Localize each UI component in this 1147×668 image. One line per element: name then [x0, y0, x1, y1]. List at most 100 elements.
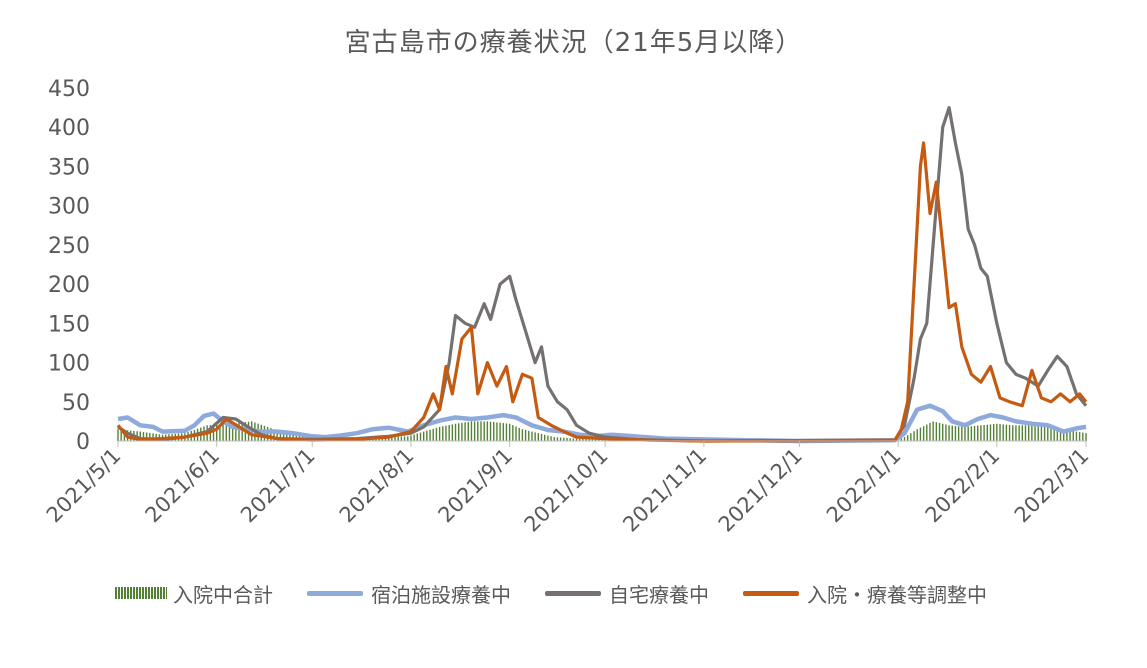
- bar-inpatient: [1059, 429, 1062, 441]
- bar-inpatient: [1005, 424, 1008, 441]
- y-tick-label: 300: [48, 195, 90, 220]
- bar-inpatient: [926, 424, 928, 441]
- bar-inpatient: [458, 423, 460, 441]
- bar-inpatient: [992, 424, 995, 441]
- bar-inpatient: [910, 433, 912, 441]
- bar-inpatient: [1050, 427, 1052, 441]
- bar-inpatient: [1072, 431, 1074, 441]
- bar-inpatient: [473, 421, 476, 441]
- bar-inpatient: [1018, 425, 1020, 441]
- bar-inpatient: [496, 422, 498, 441]
- bar-inpatient: [1015, 425, 1017, 441]
- bar-inpatient: [1043, 426, 1046, 441]
- bar-inpatient: [489, 421, 492, 441]
- bar-inpatient: [241, 422, 243, 441]
- bar-inpatient: [954, 425, 957, 441]
- bar-inpatient: [407, 436, 409, 441]
- y-tick-label: 150: [48, 312, 90, 337]
- bar-inpatient: [938, 422, 941, 441]
- bar-inpatient: [531, 431, 533, 441]
- bar-inpatient: [563, 437, 565, 441]
- bar-inpatient: [601, 439, 603, 441]
- bar-inpatient: [1008, 424, 1011, 441]
- bar-inpatient: [900, 438, 903, 441]
- legend-label-inpatient: 入院中合計: [173, 582, 273, 607]
- bar-inpatient: [403, 436, 406, 441]
- bar-inpatient: [442, 426, 444, 441]
- bar-inpatient: [212, 424, 215, 441]
- bar-inpatient: [1002, 424, 1004, 441]
- y-tick-label: 450: [48, 77, 90, 102]
- bar-inpatient: [467, 421, 469, 441]
- bar-inpatient: [397, 436, 399, 441]
- bar-inpatient: [951, 425, 953, 441]
- bar-inpatient: [483, 421, 485, 441]
- bar-inpatient: [1012, 425, 1014, 441]
- bar-inpatient: [579, 438, 581, 441]
- bar-inpatient: [454, 423, 457, 441]
- bar-inpatient: [543, 434, 546, 441]
- bar-inpatient: [426, 430, 428, 441]
- bar-inpatient: [906, 435, 909, 441]
- bar-inpatient: [438, 426, 441, 441]
- x-axis-ticks: 2021/5/1 2021/6/1 2021/7/1 2021/8/1 2021/9/1…: [42, 441, 1094, 537]
- bar-inpatient: [999, 424, 1001, 441]
- bar-inpatient: [550, 436, 552, 441]
- bar-inpatient: [238, 422, 240, 441]
- bar-inpatient: [1063, 429, 1065, 441]
- bar-inpatient: [922, 426, 925, 441]
- bar-inpatient: [225, 423, 227, 441]
- bar-inpatient: [540, 433, 543, 441]
- bar-inpatient: [932, 421, 934, 441]
- bar-inpatient: [149, 432, 151, 441]
- bar-inpatient: [273, 429, 275, 441]
- bar-inpatient: [916, 429, 918, 441]
- bar-inpatient: [286, 432, 288, 441]
- bar-inpatient: [384, 437, 387, 441]
- y-tick-label: 50: [62, 391, 90, 416]
- bar-inpatient: [461, 422, 463, 441]
- bar-inpatient: [1085, 433, 1087, 441]
- bar-inpatient: [929, 422, 931, 441]
- bar-inpatient: [948, 425, 950, 441]
- legend-item-hotel: 宿泊施設療養中: [307, 579, 511, 608]
- bar-inpatient: [1027, 425, 1030, 441]
- bar-inpatient: [289, 433, 291, 441]
- bar-inpatient: [961, 426, 963, 441]
- bar-inpatient: [515, 426, 517, 441]
- x-tick-label: 2021/7/1: [236, 444, 320, 528]
- bar-inpatient: [964, 426, 966, 441]
- y-tick-label: 200: [48, 273, 90, 298]
- bar-inpatient: [537, 433, 540, 441]
- bar-inpatient: [419, 432, 422, 441]
- bar-inpatient: [387, 436, 390, 441]
- x-tick-label: 2021/10/1: [520, 444, 613, 537]
- bar-inpatient: [1021, 425, 1024, 441]
- y-tick-label: 400: [48, 116, 90, 141]
- bar-inpatient: [977, 425, 979, 441]
- bar-inpatient: [117, 429, 119, 441]
- bar-inpatient: [266, 426, 269, 441]
- bar-inpatient: [1082, 432, 1084, 441]
- bar-inpatient: [1069, 430, 1071, 441]
- bar-inpatient: [394, 436, 396, 441]
- bar-inpatient: [145, 432, 148, 441]
- bar-inpatient: [569, 438, 571, 441]
- series-line-3: [116, 141, 1088, 443]
- bar-inpatient: [986, 424, 988, 441]
- chart-title: 宮古島市の療養状況（21年5月以降）: [344, 28, 803, 58]
- bar-inpatient: [1037, 426, 1039, 441]
- legend-item-inpatient: 入院中合計: [115, 579, 273, 608]
- bar-inpatient: [279, 430, 282, 441]
- y-tick-label: 0: [76, 430, 90, 455]
- bar-inpatient: [919, 427, 922, 441]
- bar-inpatient: [422, 431, 425, 441]
- bar-inpatient: [1024, 425, 1027, 441]
- y-tick-label: 100: [48, 352, 90, 377]
- bar-inpatient: [480, 421, 482, 441]
- bar-inpatient: [235, 423, 237, 441]
- bar-inpatient: [451, 424, 454, 441]
- bar-inpatient: [470, 421, 473, 441]
- bar-inpatient: [508, 423, 511, 441]
